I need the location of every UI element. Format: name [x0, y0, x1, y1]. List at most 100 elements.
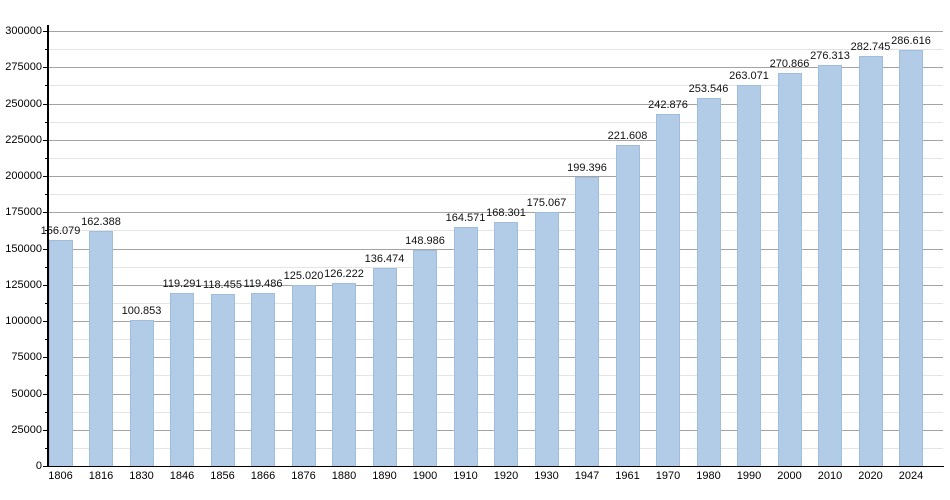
x-axis-tick-label: 2020: [858, 470, 883, 482]
gridline-minor: [48, 121, 943, 123]
bar: [251, 292, 275, 466]
x-axis-tick-label: 1806: [48, 470, 73, 482]
bar-value-label: 162.388: [81, 215, 121, 228]
y-axis-tick-label: 0: [35, 460, 42, 472]
bar-value-label: 242.876: [648, 98, 688, 111]
bar-value-label: 164.571: [445, 212, 486, 225]
y-axis-tick: [42, 212, 48, 214]
y-axis-tick-label: 250000: [5, 97, 42, 110]
gridline-major: [48, 31, 943, 32]
bar-value-label: 136.474: [364, 253, 405, 266]
y-axis-tick: [42, 284, 48, 286]
x-axis-tick-label: 1816: [88, 470, 114, 482]
bar: [372, 268, 397, 466]
bar-value-label: 221.608: [607, 129, 648, 142]
bar-value-label: 253.546: [688, 83, 729, 96]
bar: [818, 65, 842, 466]
bar: [210, 294, 235, 466]
x-axis-tick-label: 2024: [898, 470, 924, 482]
bar-value-label: 282.745: [850, 41, 891, 54]
gridline-minor: [48, 194, 943, 196]
x-axis-tick-label: 1990: [736, 470, 762, 482]
y-axis-minor-tick: [44, 447, 48, 449]
y-axis-tick-label: 25000: [11, 423, 42, 436]
bar-value-label: 119.486: [243, 277, 283, 290]
bar: [656, 113, 680, 466]
y-axis-tick: [42, 466, 48, 467]
bar-value-label: 270.866: [769, 58, 810, 71]
gridline-major: [48, 67, 943, 69]
gridline-minor: [48, 85, 943, 87]
bar-value-label: 118.455: [203, 279, 242, 292]
y-axis-minor-tick: [44, 194, 48, 196]
gridline-minor: [48, 157, 943, 159]
y-axis-minor-tick: [44, 49, 48, 51]
x-axis-tick-label: 1880: [331, 470, 357, 482]
y-axis-tick: [42, 67, 48, 69]
bar: [48, 239, 73, 466]
bar-value-label: 175.067: [526, 197, 567, 210]
bar: [494, 221, 518, 466]
bar: [332, 282, 356, 466]
bar: [129, 319, 154, 466]
x-axis-tick-label: 1856: [210, 470, 235, 482]
y-axis-minor-tick: [44, 230, 48, 232]
x-axis-tick-label: 1947: [574, 470, 600, 482]
bar: [534, 212, 559, 466]
bar: [453, 227, 478, 466]
x-axis-tick-label: 1970: [655, 470, 681, 482]
y-axis-tick-label: 75000: [11, 351, 42, 364]
y-axis-tick-label: 225000: [5, 133, 42, 146]
x-axis-tick-label: 1930: [534, 470, 559, 482]
y-axis-minor-tick: [44, 85, 48, 87]
y-axis-minor-tick: [44, 302, 48, 304]
y-axis-tick: [42, 31, 48, 32]
bar-value-label: 168.301: [486, 206, 526, 219]
bar: [615, 144, 640, 466]
bar-value-label: 263.071: [729, 69, 769, 82]
bar-value-label: 148.986: [405, 234, 445, 247]
bar-value-label: 100.853: [121, 304, 162, 317]
y-axis-minor-tick: [44, 157, 48, 159]
y-axis-line: [47, 25, 49, 467]
bar: [575, 176, 599, 466]
bar: [291, 284, 316, 466]
y-axis-tick-label: 100000: [5, 315, 42, 327]
x-axis-tick-label: 1920: [493, 470, 519, 482]
gridline-major: [48, 176, 943, 177]
x-axis-line: [47, 465, 944, 467]
bar-value-label: 199.396: [567, 161, 607, 174]
y-axis-tick: [42, 248, 48, 250]
y-axis-tick-label: 175000: [5, 206, 42, 219]
x-axis-tick-label: 1900: [412, 470, 438, 482]
bar: [170, 293, 194, 466]
bar: [89, 230, 113, 466]
gridline-major: [48, 212, 943, 214]
y-axis-minor-tick: [44, 121, 48, 123]
bar-value-label: 286.616: [891, 35, 931, 48]
x-axis-tick-label: 1910: [453, 470, 478, 482]
y-axis-tick-label: 200000: [5, 170, 42, 182]
bar-value-label: 119.291: [162, 278, 202, 291]
gridline-major: [48, 103, 943, 105]
bar-value-label: 125.020: [283, 269, 324, 282]
bar-value-label: 126.222: [324, 267, 364, 280]
y-axis-tick: [42, 176, 48, 177]
y-axis-tick: [42, 103, 48, 105]
y-axis-tick: [42, 393, 48, 395]
y-axis-tick: [42, 321, 48, 322]
y-axis-minor-tick: [44, 411, 48, 413]
gridline-major: [48, 139, 943, 141]
x-axis-tick-label: 1830: [129, 470, 154, 482]
y-axis-minor-tick: [44, 266, 48, 268]
y-axis-tick: [42, 139, 48, 141]
bar: [777, 73, 802, 466]
y-axis-tick-label: 300000: [5, 25, 42, 37]
bar-value-label: 156.079: [40, 224, 81, 237]
y-axis-tick-label: 125000: [5, 278, 42, 291]
x-axis-tick-label: 1876: [291, 470, 316, 482]
y-axis-tick-label: 150000: [5, 242, 42, 255]
x-axis-tick-label: 2010: [817, 470, 843, 482]
y-axis-tick-label: 50000: [11, 387, 42, 400]
